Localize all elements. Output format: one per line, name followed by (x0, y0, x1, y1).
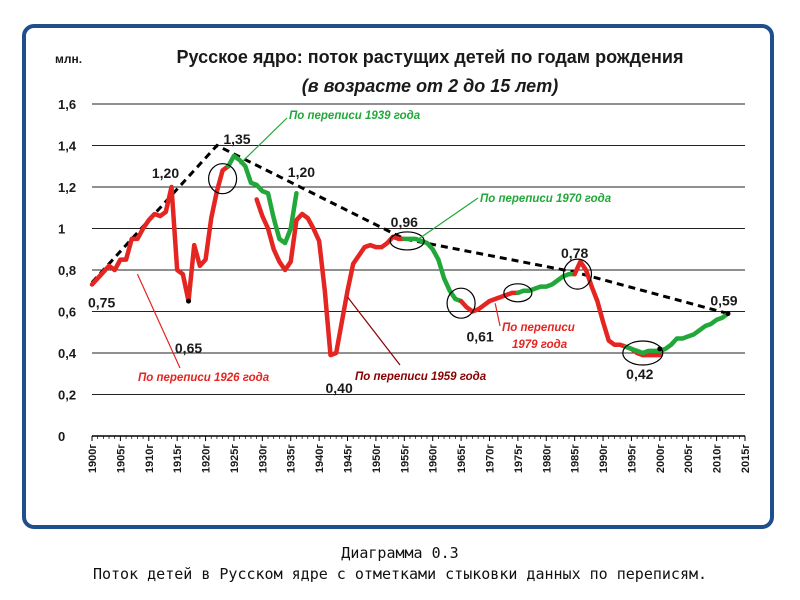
junction-mark (503, 283, 533, 303)
x-tick-label: 1935г (286, 444, 298, 473)
value-label: 1,35 (223, 131, 250, 147)
y-tick-label: 0,8 (58, 263, 76, 278)
y-tick-label: 0,6 (58, 305, 76, 320)
x-tick-label: 1955г (399, 444, 411, 473)
census-label-1959: По переписи 1959 года (355, 371, 487, 383)
x-tick-label: 1980г (541, 444, 553, 473)
chart-title: Русское ядро: поток растущих детей по го… (177, 47, 684, 67)
series-line-4 (402, 236, 464, 304)
y-tick-label: 0,2 (58, 388, 76, 403)
y-tick-label: 1 (58, 222, 65, 237)
value-label: 0,42 (626, 366, 653, 382)
value-label: 0,75 (88, 294, 115, 310)
y-tick-label: 1,2 (58, 180, 76, 195)
x-tick-label: 1920г (201, 444, 213, 473)
x-tick-label: 1905г (115, 444, 127, 473)
series-line-3 (254, 197, 407, 358)
end-dot (186, 298, 192, 304)
census-pointer (415, 197, 479, 242)
x-tick-label: 1985г (570, 444, 582, 473)
x-tick-label: 1910г (144, 444, 156, 473)
chart-subtitle: (в возрасте от 2 до 15 лет) (302, 76, 558, 96)
end-dot (725, 311, 731, 317)
x-tick-label: 1900г (87, 444, 99, 473)
census-label-1979-line1: По переписи (502, 322, 575, 334)
census-label-1979-line2: 1979 года (512, 339, 568, 351)
y-tick-label: 1,6 (58, 97, 76, 112)
x-tick-label: 1945г (343, 444, 355, 473)
census-pointer (347, 296, 401, 366)
value-label: 1,20 (288, 164, 315, 180)
value-label: 0,96 (391, 214, 418, 230)
x-tick-label: 1925г (229, 444, 241, 473)
census-pointer (239, 117, 288, 165)
value-label: 0,78 (561, 245, 588, 261)
x-tick-label: 1995г (626, 444, 638, 473)
census-label-1926: По переписи 1926 года (138, 372, 270, 384)
series-line-8 (623, 311, 731, 356)
series-line-1 (89, 164, 231, 304)
x-tick-label: 1950г (371, 444, 383, 473)
x-tick-label: 2015г (740, 444, 752, 473)
value-label: 0,65 (175, 340, 202, 356)
chart-frame (22, 24, 774, 529)
x-tick-label: 1990г (598, 444, 610, 473)
series-line-5 (458, 290, 521, 314)
x-tick-label: 1975г (513, 444, 525, 473)
census-label-1970: По переписи 1970 года (480, 193, 612, 205)
x-tick-label: 1930г (257, 444, 269, 473)
series-line-6 (515, 271, 577, 296)
value-label: 1,20 (152, 165, 179, 181)
y-tick-label: 0,4 (58, 346, 77, 361)
y-tick-label: 1,4 (58, 139, 77, 154)
end-dot (657, 346, 663, 352)
x-tick-label: 1940г (314, 444, 326, 473)
x-tick-label: 1915г (172, 444, 184, 473)
junction-mark (208, 163, 238, 195)
value-label: 0,61 (466, 328, 493, 344)
series-line-2 (226, 153, 299, 246)
x-tick-label: 2000г (655, 444, 667, 473)
y-axis-unit: млн. (55, 52, 82, 66)
caption-line-1: Диаграмма 0.3 (341, 544, 459, 562)
junction-mark (446, 287, 476, 319)
caption-line-2: Поток детей в Русском ядре с отметками с… (92, 565, 708, 583)
y-tick-label: 0 (58, 429, 65, 444)
junction-mark (622, 340, 664, 366)
x-tick-label: 2010г (712, 444, 724, 473)
chart-svg: Русское ядро: поток растущих детей по го… (55, 47, 752, 473)
junction-mark (389, 231, 425, 251)
trend-line (90, 143, 729, 316)
series-line-7 (572, 259, 663, 358)
x-tick-label: 1960г (428, 444, 440, 473)
x-tick-label: 1965г (456, 444, 468, 473)
x-tick-label: 1970г (484, 444, 496, 473)
junction-mark (562, 258, 593, 290)
value-label: 0,59 (710, 293, 737, 309)
census-pointer (136, 273, 181, 369)
x-tick-label: 2005г (683, 444, 695, 473)
value-label: 0,40 (325, 380, 352, 396)
census-label-1939: По переписи 1939 года (289, 110, 421, 122)
census-pointer (494, 303, 501, 327)
